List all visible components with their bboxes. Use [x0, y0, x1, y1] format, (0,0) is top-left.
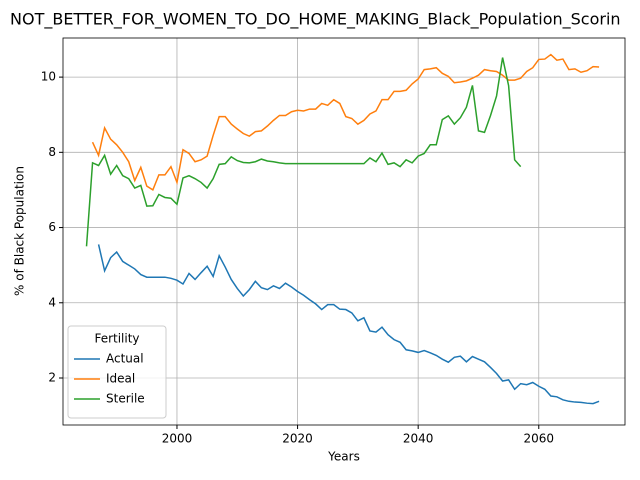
data-line: [85, 57, 522, 247]
data-line: [97, 244, 600, 405]
legend-label: Ideal: [106, 372, 135, 386]
y-tick-label: 6: [48, 220, 56, 234]
legend-box: [67, 325, 167, 419]
y-axis-label: % of Black Population: [13, 166, 27, 296]
x-axis-label: Years: [327, 450, 360, 464]
legend-label: Sterile: [106, 392, 145, 406]
chart-title: NOT_BETTER_FOR_WOMEN_TO_DO_HOME_MAKING_B…: [10, 10, 621, 30]
y-tick-label: 2: [48, 370, 56, 384]
y-tick-label: 4: [48, 295, 56, 309]
x-tick-label: 2040: [403, 432, 434, 446]
legend-label: Actual: [106, 352, 144, 366]
plot-frame: [62, 37, 626, 426]
data-line: [91, 53, 600, 192]
y-tick-label: 10: [41, 70, 56, 84]
x-tick-label: 2000: [162, 432, 193, 446]
x-tick-label: 2020: [282, 432, 313, 446]
y-tick-label: 8: [48, 145, 56, 159]
x-tick-label: 2060: [523, 432, 554, 446]
legend-title: Fertility: [94, 332, 139, 346]
